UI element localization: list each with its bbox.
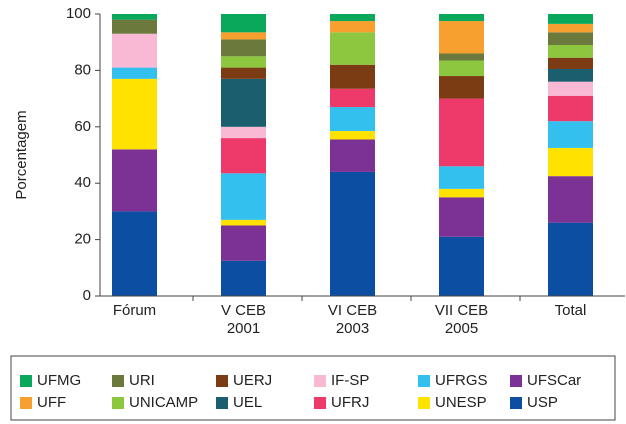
bar-segment (330, 21, 375, 33)
bar-segment (112, 67, 157, 79)
bar-segment (548, 68, 593, 82)
bar-segment (439, 166, 484, 189)
legend-label: UEL (233, 394, 262, 411)
legend-swatch (314, 375, 326, 387)
x-tick-label: V CEB 2001 (220, 302, 266, 337)
bar-segment (439, 76, 484, 99)
bar-segment (439, 21, 484, 54)
bar-segment (330, 14, 375, 22)
bar-segment (221, 260, 266, 296)
bar-segment (221, 39, 266, 57)
y-tick-label: 0 (83, 287, 91, 304)
bar-segment (221, 78, 266, 127)
bar-segment (112, 211, 157, 296)
bar-segment (330, 32, 375, 65)
legend-swatch (112, 375, 124, 387)
bar-segment (330, 131, 375, 140)
bar-segment (330, 139, 375, 172)
bar-segment (548, 95, 593, 122)
bar-segment (439, 197, 484, 237)
y-tick-label: 40 (74, 174, 91, 191)
bar-segment (330, 88, 375, 108)
legend-swatch (20, 397, 32, 409)
y-tick-label: 60 (74, 118, 91, 135)
legend-swatch (510, 397, 522, 409)
bar-segment (221, 56, 266, 68)
bar-segment (330, 107, 375, 132)
y-axis-label: Porcentagem (13, 110, 30, 199)
bar-segment (221, 32, 266, 40)
bar-segment (221, 173, 266, 220)
legend-swatch (216, 397, 228, 409)
bar-segment (221, 219, 266, 226)
legend-swatch (314, 397, 326, 409)
bar-segment (112, 33, 157, 68)
bar-segment (548, 121, 593, 148)
bar-segment (112, 149, 157, 212)
y-tick-label: 80 (74, 61, 91, 78)
bar-segment (221, 14, 266, 33)
bar-segment (548, 45, 593, 58)
legend-swatch (112, 397, 124, 409)
bar-segment (548, 147, 593, 177)
bar-segment (439, 236, 484, 296)
bar-segment (548, 176, 593, 223)
bar-segment (439, 60, 484, 77)
legend-label: UFRGS (435, 372, 488, 389)
legend-label: UFF (37, 394, 66, 411)
bar-segment (548, 57, 593, 69)
bar-segment (548, 23, 593, 33)
legend-swatch (20, 375, 32, 387)
legend-label: UERJ (233, 372, 272, 389)
bar-segment (439, 53, 484, 61)
bar-segment (221, 225, 266, 261)
x-tick-label: Total (554, 302, 587, 319)
bar-segment (548, 32, 593, 46)
bar-segment (330, 171, 375, 296)
legend-swatch (216, 375, 228, 387)
legend-swatch (418, 397, 430, 409)
legend-label: UFMG (37, 372, 81, 389)
x-tick-label: Fórum (112, 302, 157, 319)
y-tick-label: 100 (66, 5, 91, 22)
bar-segment (548, 222, 593, 296)
legend-label: IF-SP (331, 372, 369, 389)
bar-segment (548, 14, 593, 24)
legend-swatch (510, 375, 522, 387)
legend-swatch (418, 375, 430, 387)
bar-segment (221, 126, 266, 139)
bar-segment (330, 64, 375, 89)
x-tick-label: VII CEB 2005 (434, 302, 489, 337)
bar-segment (439, 98, 484, 167)
legend-label: UFRJ (331, 394, 369, 411)
x-tick-label: VI CEB 2003 (327, 302, 378, 337)
bar-segment (548, 81, 593, 96)
legend-label: UNESP (435, 394, 487, 411)
bar-segment (112, 19, 157, 34)
bar-segment (112, 14, 157, 20)
bar-segment (439, 14, 484, 22)
legend-label: USP (527, 394, 558, 411)
bar-segment (439, 188, 484, 198)
legend-label: URI (129, 372, 155, 389)
legend-label: UNICAMP (129, 394, 198, 411)
legend-box (10, 355, 616, 421)
legend-label: UFSCar (527, 372, 581, 389)
bar-segment (221, 67, 266, 79)
y-tick-label: 20 (74, 231, 91, 248)
bar-segment (221, 138, 266, 174)
bar-segment (112, 78, 157, 150)
